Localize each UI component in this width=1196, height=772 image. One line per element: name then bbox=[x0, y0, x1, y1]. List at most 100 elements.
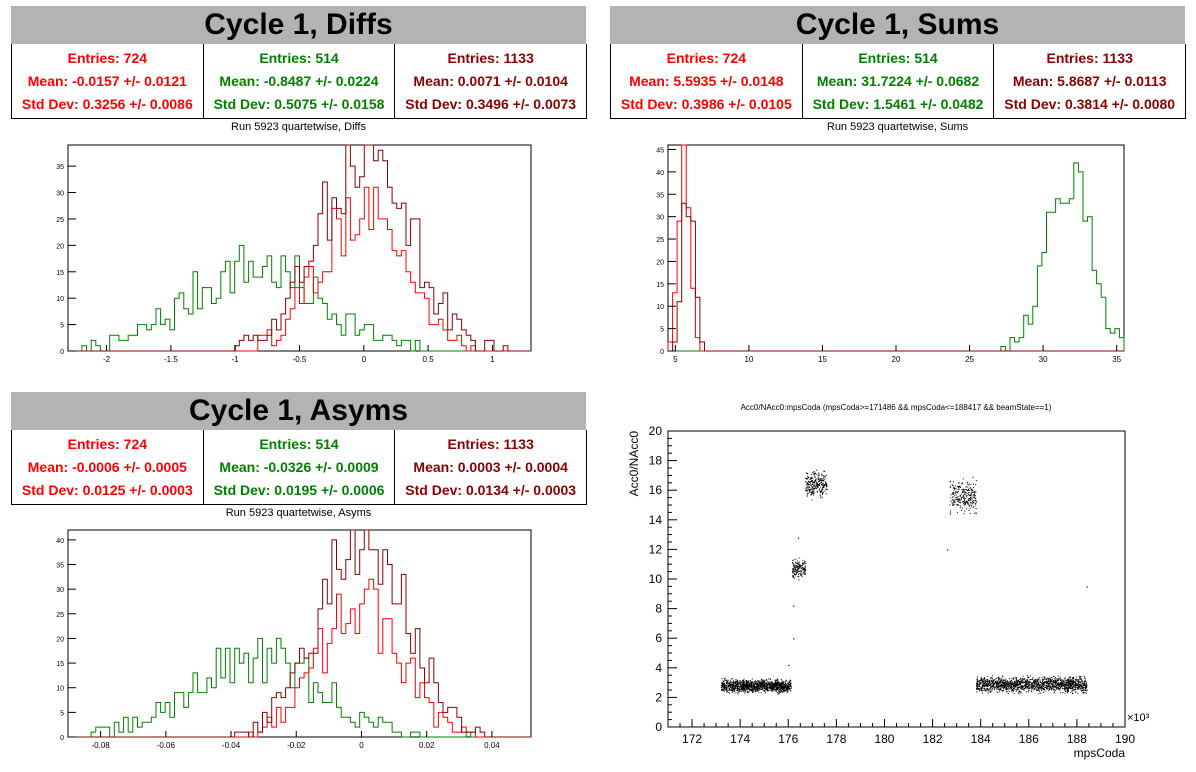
scatter-point bbox=[735, 679, 737, 681]
scatter-point bbox=[723, 686, 724, 688]
scatter-point bbox=[803, 568, 805, 570]
scatter-point bbox=[1036, 684, 1038, 686]
scatter-point bbox=[1069, 683, 1071, 685]
scatter-point bbox=[975, 512, 977, 514]
scatter-point bbox=[735, 685, 737, 687]
scatter-point bbox=[1081, 686, 1083, 688]
x-tick-label: 1 bbox=[490, 355, 495, 364]
scatter-point bbox=[822, 485, 824, 487]
scatter-point bbox=[1006, 686, 1007, 688]
scatter-point bbox=[959, 498, 961, 500]
scatter-point bbox=[952, 496, 954, 498]
scatter-point bbox=[778, 682, 779, 683]
scatter-point bbox=[777, 688, 779, 690]
scatter-point bbox=[1066, 688, 1068, 690]
scatter-point bbox=[966, 495, 968, 496]
scatter-point bbox=[1064, 686, 1066, 687]
scatter-point bbox=[795, 561, 796, 563]
scatter-point bbox=[1055, 680, 1056, 681]
scatter-point bbox=[1020, 687, 1022, 689]
scatter-point bbox=[982, 684, 983, 686]
x-tick-label: 188 bbox=[1067, 732, 1087, 746]
y-tick-label: 5 bbox=[660, 327, 664, 334]
scatter-point bbox=[1037, 687, 1039, 689]
x-tick-label: 0.02 bbox=[419, 741, 435, 750]
scatter-point bbox=[813, 484, 814, 486]
scatter-point bbox=[971, 497, 973, 499]
scatter-point bbox=[1034, 683, 1036, 685]
y-tick-label: 12 bbox=[649, 542, 663, 556]
scatter-point bbox=[797, 574, 799, 576]
sums-stats-darkred: Entries: 1133 Mean: 5.8687 +/- 0.0113 St… bbox=[994, 44, 1185, 118]
scatter-point bbox=[723, 688, 725, 689]
scatter-point bbox=[793, 569, 795, 571]
scatter-point bbox=[972, 501, 974, 502]
scatter-point bbox=[728, 690, 730, 692]
scatter-point bbox=[1057, 684, 1059, 686]
scatter-point bbox=[1086, 690, 1088, 692]
scatter-point bbox=[997, 684, 999, 686]
scatter-point bbox=[746, 686, 747, 688]
scatter-point bbox=[1033, 682, 1035, 684]
scatter-point bbox=[1049, 683, 1051, 685]
scatter-point bbox=[806, 486, 808, 488]
scatter-point bbox=[776, 681, 778, 683]
scatter-point bbox=[780, 678, 782, 680]
scatter-point bbox=[1027, 686, 1028, 688]
scatter-point bbox=[1025, 686, 1027, 688]
scatter-point bbox=[802, 564, 803, 566]
scatter-point bbox=[961, 509, 963, 511]
scatter-point bbox=[1057, 680, 1058, 682]
scatter-point bbox=[780, 682, 782, 684]
scatter-point bbox=[1070, 679, 1072, 681]
scatter-point bbox=[725, 689, 727, 691]
scatter-point bbox=[762, 681, 764, 683]
scatter-point bbox=[1001, 686, 1003, 688]
x-tick-label: 176 bbox=[778, 732, 798, 746]
scatter-point bbox=[1085, 683, 1087, 685]
scatter-point bbox=[1027, 682, 1029, 684]
scatter-point bbox=[1075, 680, 1077, 682]
scatter-point bbox=[815, 479, 816, 481]
scatter-point bbox=[808, 481, 810, 483]
scatter-point bbox=[763, 686, 765, 688]
scatter-point bbox=[776, 687, 777, 689]
scatter-point bbox=[1068, 679, 1070, 681]
scatter-point bbox=[1082, 683, 1084, 685]
scatter-point bbox=[1073, 689, 1075, 691]
scatter-point bbox=[770, 685, 772, 687]
scatter-point bbox=[1053, 692, 1055, 694]
scatter-point bbox=[1081, 679, 1083, 681]
series-green bbox=[68, 244, 531, 352]
scatter-point bbox=[1015, 678, 1017, 680]
scatter-point bbox=[773, 684, 775, 686]
scatter-point bbox=[954, 488, 956, 489]
scatter-point bbox=[756, 685, 758, 687]
acc0-scatter-plot: Acc0/NAcc0:mpsCoda (mpsCoda>=171486 && m… bbox=[627, 403, 1150, 760]
scatter-point bbox=[980, 680, 982, 682]
scatter-point bbox=[1068, 687, 1070, 689]
scatter-point bbox=[759, 684, 761, 686]
scatter-point bbox=[962, 491, 964, 493]
scatter-point bbox=[786, 685, 788, 687]
scatter-point bbox=[963, 493, 965, 495]
scatter-point bbox=[786, 691, 788, 693]
scatter-point bbox=[750, 680, 752, 682]
scatter-point bbox=[733, 684, 734, 686]
scatter-point bbox=[1054, 689, 1055, 691]
scatter-point bbox=[759, 687, 761, 689]
scatter-point bbox=[788, 685, 790, 687]
scatter-point bbox=[778, 686, 780, 688]
scatter-point bbox=[743, 682, 745, 684]
scatter-point bbox=[792, 560, 794, 562]
scatter-point bbox=[997, 692, 999, 694]
scatter-point bbox=[1007, 681, 1009, 683]
y-tick-label: 15 bbox=[56, 661, 64, 668]
scatter-point bbox=[1052, 685, 1053, 687]
x-tick-label: 182 bbox=[923, 732, 943, 746]
scatter-point bbox=[1003, 687, 1005, 689]
scatter-point bbox=[1064, 687, 1066, 689]
scatter-point bbox=[770, 683, 772, 685]
scatter-point bbox=[1042, 684, 1044, 686]
scatter-point bbox=[739, 690, 740, 692]
